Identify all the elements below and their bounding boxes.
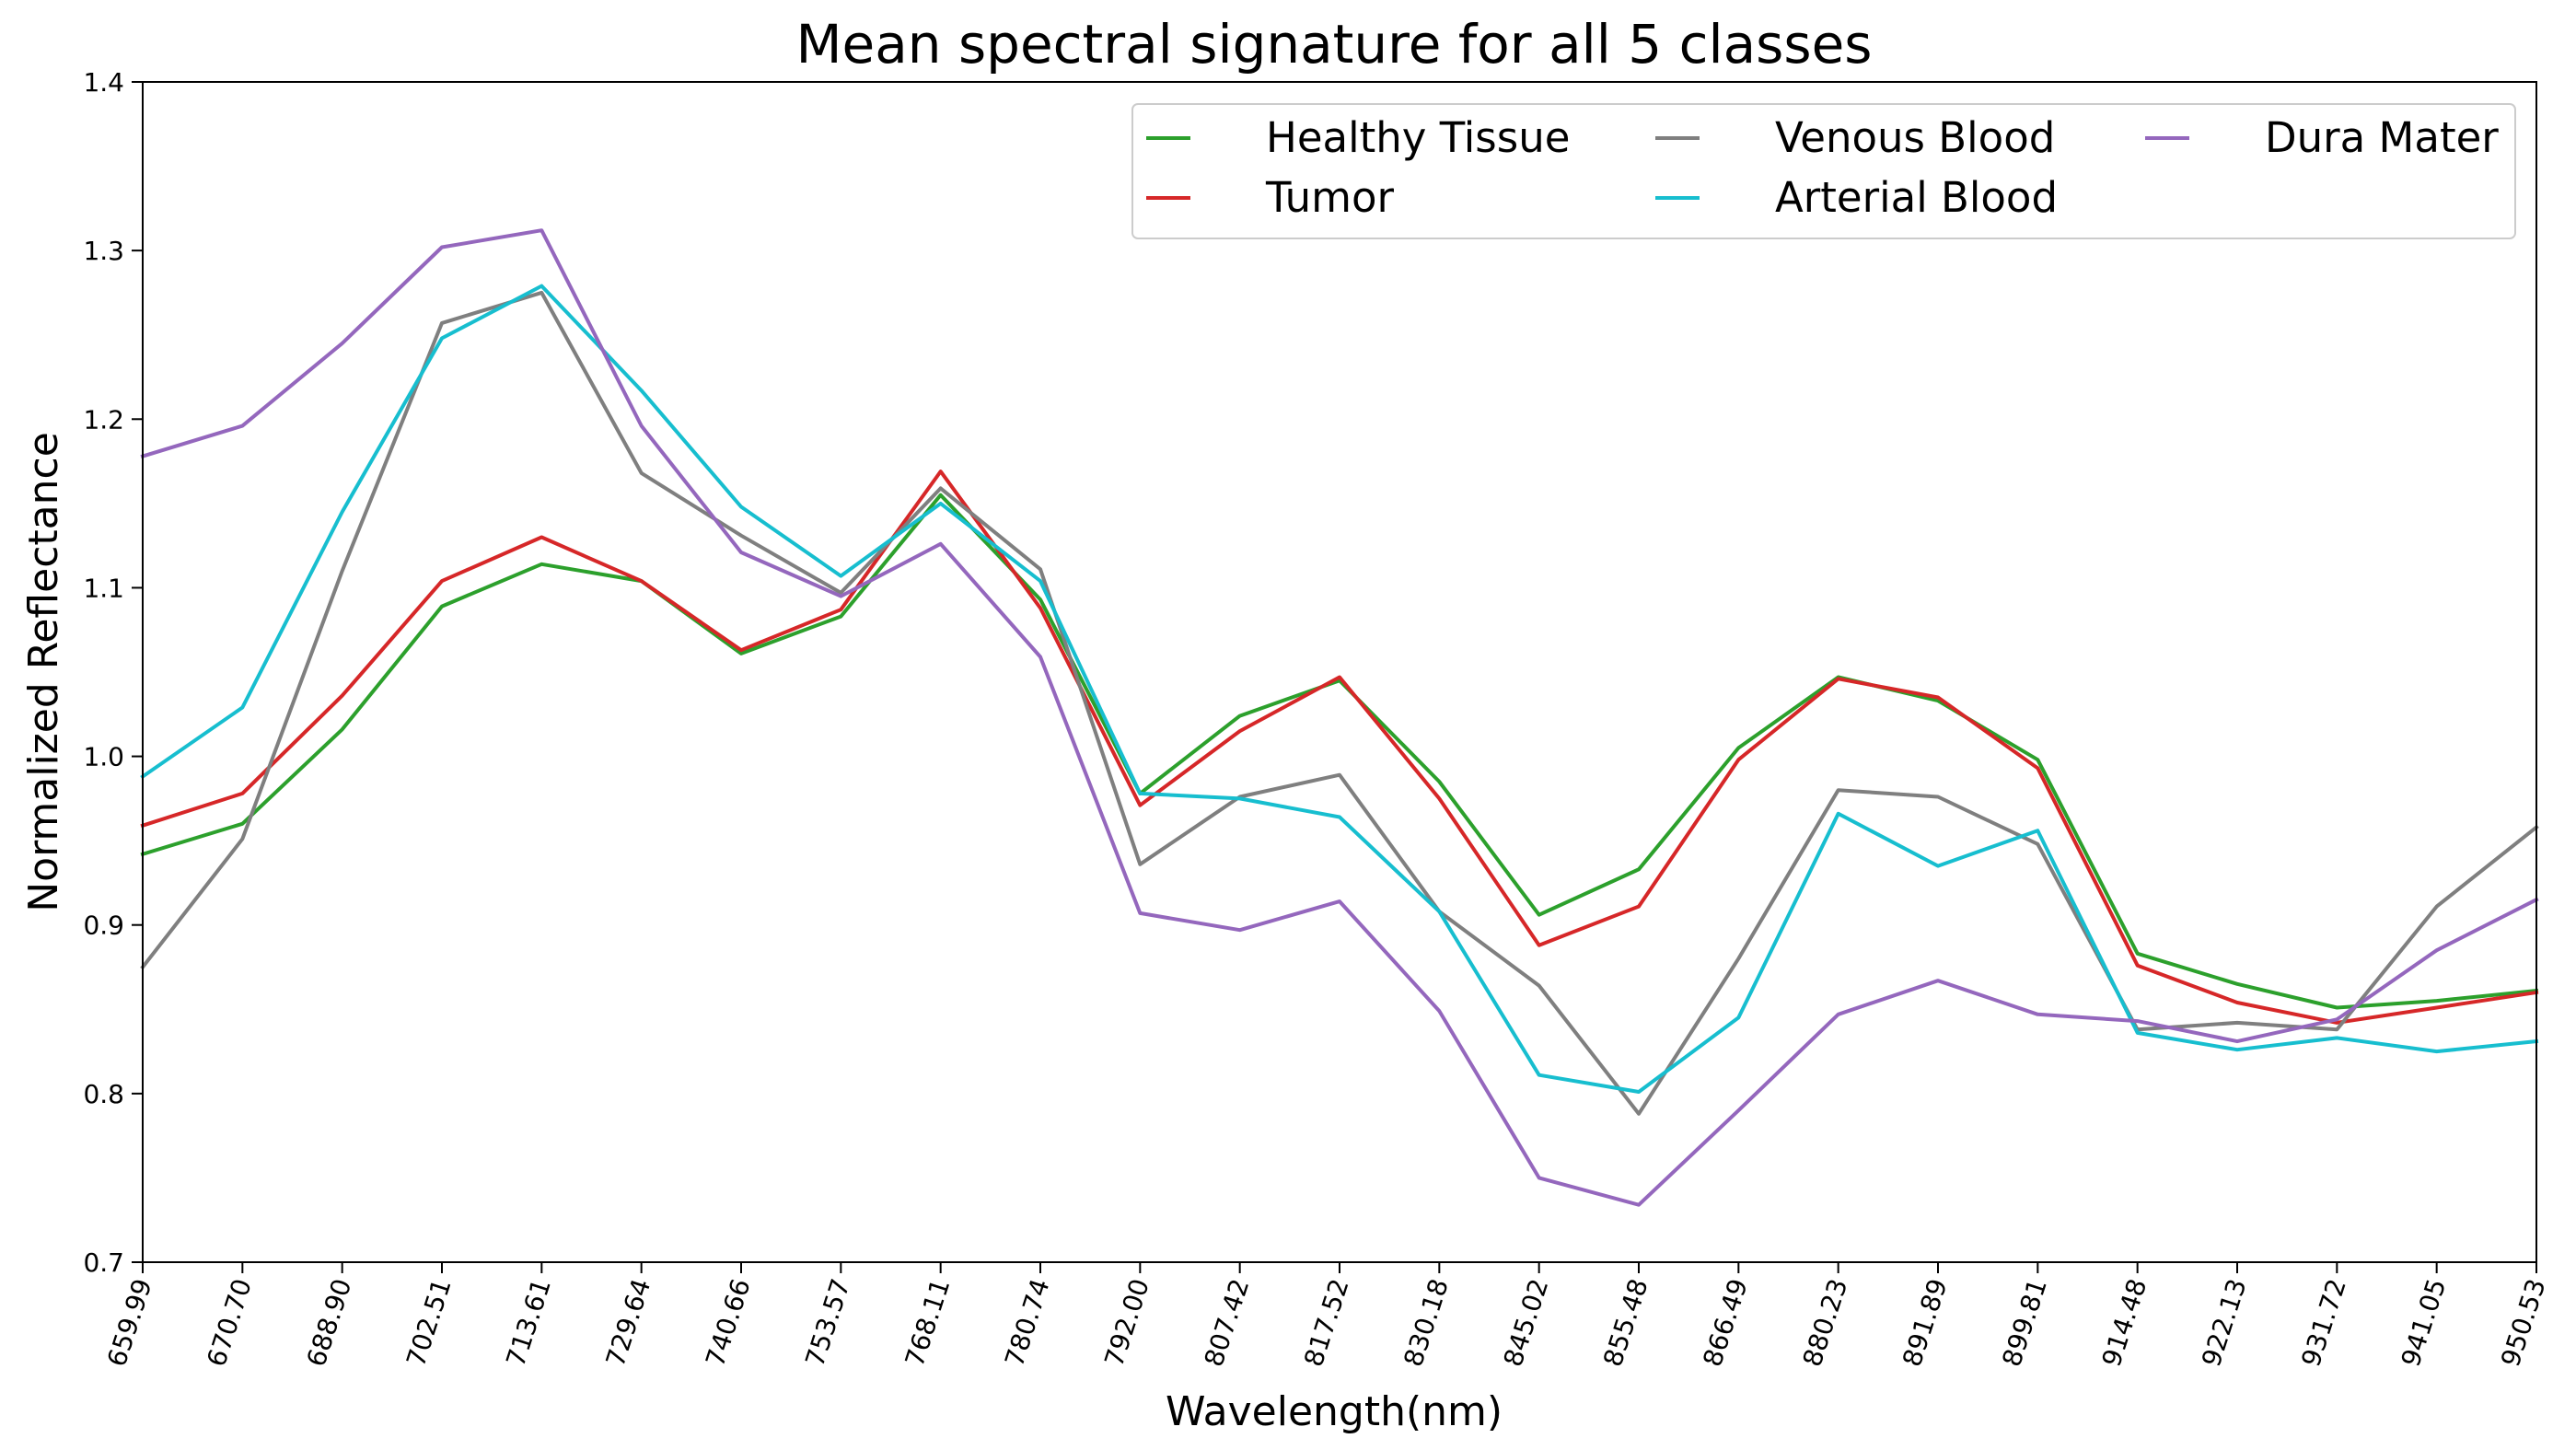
x-tick-label: 780.74 [999, 1275, 1056, 1370]
x-tick-label: 866.49 [1697, 1275, 1754, 1370]
legend-label-arterial-blood: Arterial Blood [1775, 173, 2058, 222]
x-tick-label: 891.89 [1897, 1275, 1954, 1370]
x-tick-label: 880.23 [1797, 1275, 1854, 1370]
x-tick-label: 729.64 [600, 1275, 657, 1370]
x-tick-label: 845.02 [1498, 1275, 1555, 1370]
y-tick-label: 0.7 [83, 1247, 124, 1278]
y-tick-label: 1.0 [83, 742, 124, 772]
x-tick-label: 817.52 [1298, 1275, 1355, 1370]
x-tick-label: 713.61 [500, 1275, 557, 1370]
series-line-arterial-blood [140, 284, 2539, 1094]
chart-title: Mean spectral signature for all 5 classe… [795, 13, 1872, 75]
series-line-healthy-tissue [140, 493, 2539, 1010]
legend-label-tumor: Tumor [1265, 173, 1395, 222]
series-line-tumor [140, 470, 2539, 1025]
legend: Healthy Tissue Tumor Venous Blood Arterial … [1131, 103, 2516, 239]
series-layer [140, 228, 2539, 1207]
x-tick-label: 670.70 [201, 1275, 258, 1370]
x-tick-label: 914.48 [2096, 1275, 2153, 1370]
x-tick-label: 688.90 [301, 1275, 358, 1370]
x-tick-label: 899.81 [1996, 1275, 2053, 1370]
legend-label-healthy-tissue: Healthy Tissue [1266, 113, 1570, 162]
x-tick-label: 768.11 [899, 1275, 957, 1370]
plot-frame [142, 81, 2537, 1263]
x-tick-label: 931.72 [2295, 1275, 2352, 1370]
x-tick-label: 702.51 [400, 1275, 458, 1370]
x-tick-label: 830.18 [1398, 1275, 1455, 1370]
y-tick-label: 1.3 [83, 236, 124, 266]
x-tick-label: 740.66 [700, 1275, 757, 1370]
x-tick-label: 753.57 [799, 1275, 856, 1370]
y-tick-label: 1.1 [83, 573, 124, 603]
y-axis-label: Normalized Reflectance [20, 432, 67, 912]
y-tick-label: 0.9 [83, 911, 124, 941]
y-tick-label: 1.4 [83, 67, 124, 98]
legend-label-dura-mater: Dura Mater [2265, 113, 2499, 162]
x-axis-label: Wavelength(nm) [1166, 1388, 1503, 1435]
y-tick-label: 0.8 [83, 1079, 124, 1109]
x-tick-label: 922.13 [2196, 1275, 2253, 1370]
x-tick-label: 792.00 [1098, 1275, 1155, 1370]
x-tick-label: 855.48 [1597, 1275, 1654, 1370]
y-tick-label: 1.2 [83, 404, 124, 435]
x-tick-label: 941.05 [2396, 1275, 2453, 1370]
x-tick-label: 807.42 [1199, 1275, 1256, 1370]
y-axis: 0.7 0.8 0.9 1.0 1.1 1.2 1.3 1.4 [83, 67, 143, 1278]
x-axis: 659.99 670.70 688.90 702.51 713.61 729.64 740.… [101, 1262, 2552, 1370]
series-line-venous-blood [140, 290, 2539, 1116]
x-tick-label: 659.99 [101, 1275, 158, 1370]
legend-label-venous-blood: Venous Blood [1775, 113, 2055, 162]
series-line-dura-mater [140, 228, 2539, 1207]
x-tick-label: 950.53 [2495, 1275, 2552, 1370]
